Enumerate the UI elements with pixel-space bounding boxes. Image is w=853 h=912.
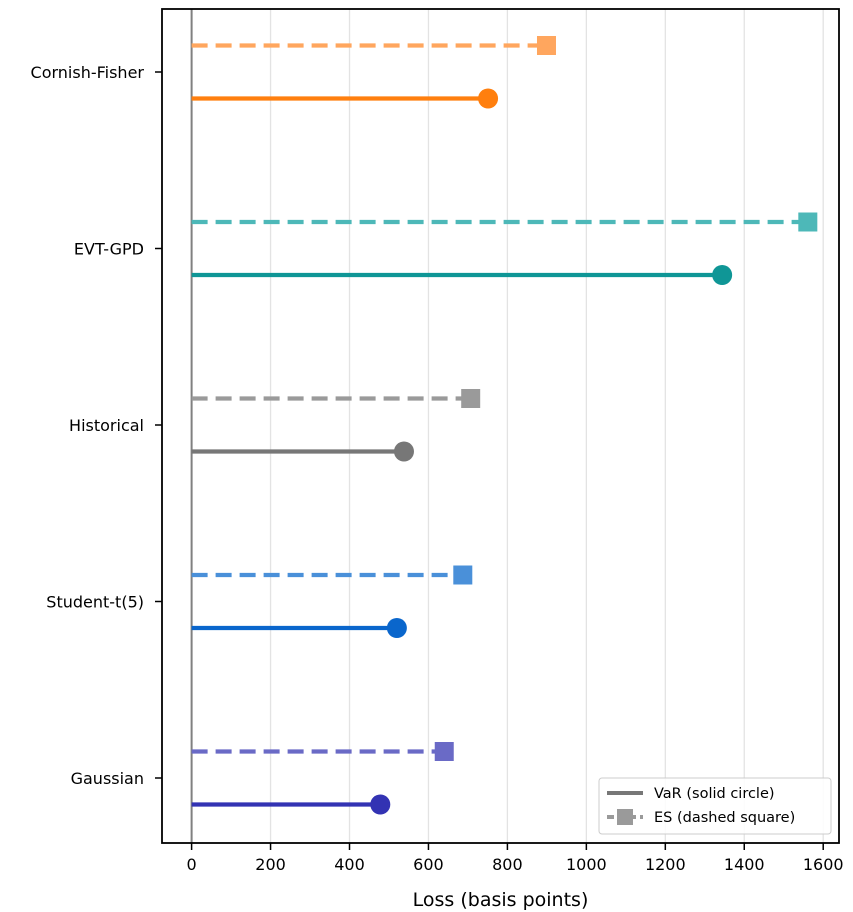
plot-frame [161,8,840,844]
var-marker-gaussian [370,794,391,815]
legend-es-marker [617,809,633,825]
x-tick-label-600: 600 [413,855,444,874]
y-tick-label-gaussian: Gaussian [71,769,144,788]
es-lollipop-cornish-fisher [191,36,556,55]
var-lollipop-evt-gpd [191,265,733,285]
var-marker-historical [393,441,414,462]
y-axis-ticks: Gaussian Student-t(5) Historical EVT-GPD Cor… [31,63,162,788]
es-marker-gaussian [434,742,454,761]
x-axis-label: Loss (basis points) [413,889,589,911]
es-marker-cornish-fisher [536,36,556,55]
y-tick-label-historical: Historical [69,416,144,435]
var-lollipop-historical [191,441,414,462]
legend-es-label: ES (dashed square) [654,810,795,826]
x-tick-label-800: 800 [492,855,523,874]
legend: VaR (solid circle) ES (dashed square) [598,777,832,835]
es-marker-student-t-5 [453,565,473,585]
x-tick-label-1400: 1400 [724,855,765,874]
var-lollipop-cornish-fisher [191,88,499,109]
legend-box [598,777,832,835]
y-tick-label-cornish-fisher: Cornish-Fisher [31,63,145,82]
es-marker-evt-gpd [798,212,818,232]
es-marker-historical [461,389,481,408]
x-tick-label-400: 400 [334,855,365,874]
es-lollipop-student-t-5 [191,565,473,585]
y-tick-label-student-t-5: Student-t(5) [46,593,144,612]
x-tick-label-1200: 1200 [645,855,686,874]
es-lollipop-gaussian [191,742,454,761]
x-tick-label-200: 200 [255,855,286,874]
x-axis-ticks: 0 200 400 600 800 1000 1200 1400 1600 [187,843,844,874]
x-tick-label-1000: 1000 [566,855,607,874]
var-marker-evt-gpd [712,265,733,285]
x-tick-label-1600: 1600 [803,855,844,874]
chart-marks [191,36,818,815]
var-marker-cornish-fisher [478,88,499,109]
x-tick-label-0: 0 [187,855,197,874]
y-tick-label-evt-gpd: EVT-GPD [74,240,144,259]
var-marker-student-t-5 [386,618,407,638]
es-lollipop-historical [191,389,481,408]
es-lollipop-evt-gpd [191,212,818,232]
legend-var-label: VaR (solid circle) [654,786,775,802]
grid-lines [269,9,824,843]
var-lollipop-gaussian [191,794,391,815]
var-lollipop-student-t-5 [191,618,407,638]
